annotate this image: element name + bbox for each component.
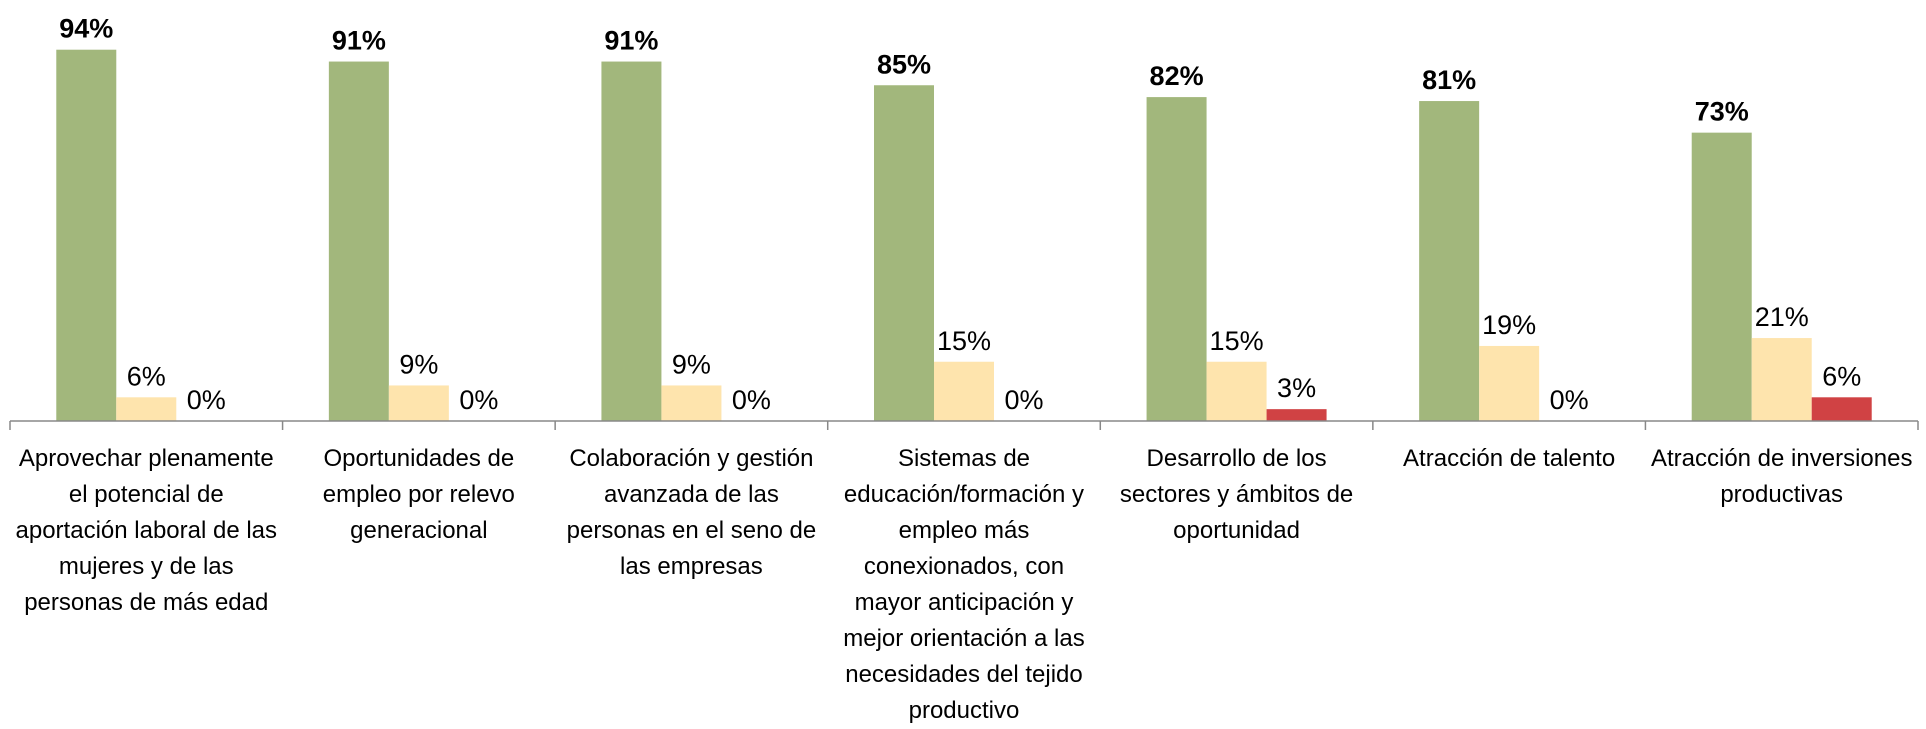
x-tick-label: Atracción de inversiones productivas <box>1650 445 1913 508</box>
x-tick-label: Aprovechar plenamente el potencial de ap… <box>15 445 278 616</box>
bar <box>1811 397 1872 421</box>
bar <box>116 397 177 421</box>
value-label: 91% <box>332 26 386 56</box>
bar <box>328 61 389 422</box>
bar <box>1479 345 1540 421</box>
value-label: 81% <box>1422 65 1476 95</box>
value-label: 82% <box>1150 61 1204 91</box>
value-label: 6% <box>1822 361 1861 391</box>
x-tick-label: Desarrollo de los sectores y ámbitos de … <box>1119 445 1354 544</box>
bar <box>1419 101 1480 422</box>
value-label: 6% <box>127 361 166 391</box>
value-label: 0% <box>1004 385 1043 415</box>
bar <box>56 49 117 421</box>
x-tick-label: Atracción de talento <box>1403 445 1616 472</box>
bar <box>661 385 722 421</box>
x-tick-label: Sistemas de educación/formación y empleo… <box>843 445 1085 724</box>
bar <box>1751 338 1812 421</box>
value-label: 85% <box>877 49 931 79</box>
bar <box>388 385 449 421</box>
value-label: 0% <box>732 385 771 415</box>
value-label: 0% <box>187 385 226 415</box>
bar <box>1266 409 1327 421</box>
bar <box>601 61 662 422</box>
value-label: 19% <box>1482 310 1536 340</box>
value-label: 91% <box>604 26 658 56</box>
x-tick-label: Oportunidades de empleo por relevo gener… <box>322 445 515 544</box>
bar <box>934 361 994 421</box>
value-label: 0% <box>459 385 498 415</box>
value-label: 0% <box>1550 385 1589 415</box>
value-label: 3% <box>1277 373 1316 403</box>
value-label: 15% <box>937 326 991 356</box>
value-label: 9% <box>672 349 711 379</box>
value-label: 73% <box>1695 97 1749 127</box>
bar <box>1206 361 1267 421</box>
value-label: 94% <box>59 14 113 44</box>
bar <box>1691 132 1752 421</box>
x-tick-label: Colaboración y gestión avanzada de las p… <box>566 445 817 580</box>
value-label: 9% <box>399 349 438 379</box>
value-label: 15% <box>1210 326 1264 356</box>
bar <box>1146 97 1207 421</box>
bar <box>874 85 934 421</box>
value-label: 21% <box>1755 302 1809 332</box>
